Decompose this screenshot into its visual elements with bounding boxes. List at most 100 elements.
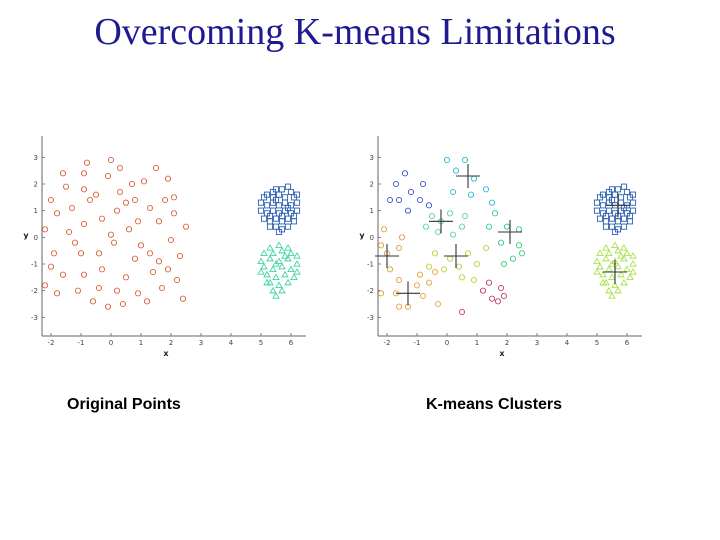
data-point [593,257,601,264]
data-point [608,260,616,267]
data-point [284,278,292,286]
data-point [620,244,628,251]
data-point [503,223,511,230]
data-point [269,249,277,256]
data-point [293,268,301,275]
x-tick-label: 0 [445,339,449,347]
data-point [593,199,601,206]
data-point [395,276,403,284]
data-point [605,249,613,256]
data-point [593,268,601,275]
data-point [629,199,637,206]
data-point [68,204,76,212]
data-point [593,207,601,214]
data-point [59,271,67,278]
data-point [404,207,412,214]
data-point [461,212,469,220]
data-point [77,250,85,257]
data-point [143,298,151,305]
x-tick-label: 3 [535,339,539,347]
data-point [137,242,145,249]
y-tick-label: -2 [31,287,38,295]
data-point [116,188,124,196]
data-point [287,188,295,196]
data-point [278,218,286,225]
x-tick-label: 4 [229,339,234,347]
data-point [608,292,616,299]
data-point [614,246,622,254]
data-point [596,249,604,256]
y-tick-label: -3 [31,314,38,322]
data-point [95,284,103,292]
data-point [134,218,142,225]
data-point [599,278,607,286]
data-point [605,286,613,294]
data-point [620,183,628,190]
data-point [266,223,274,230]
data-point [116,164,124,172]
data-point [602,223,610,230]
y-tick-label: 1 [370,207,374,215]
data-point [398,234,406,241]
data-point [146,204,154,212]
centroid-marker [498,220,522,244]
data-point [434,300,442,308]
data-point [98,266,106,273]
data-point [65,228,73,236]
data-point [617,199,625,206]
data-point [71,239,79,246]
data-point [386,266,394,273]
data-point [608,215,616,222]
data-point [257,257,265,264]
data-point [47,263,55,270]
data-point [620,278,628,286]
x-tick-label: 4 [565,339,570,347]
data-point [596,215,604,222]
x-axis-label: x [499,349,505,358]
data-point [80,220,88,228]
data-point [275,281,283,288]
data-point [122,199,130,206]
data-point [425,263,433,270]
data-point [407,188,415,196]
data-point [485,223,493,230]
data-point [275,191,283,198]
data-point [104,303,112,310]
original-points-caption: Original Points [67,396,181,413]
data-point [119,300,127,308]
data-point [134,290,142,297]
data-point [611,241,619,248]
data-point [473,260,481,268]
data-point [497,239,505,246]
y-tick-label: -1 [31,261,38,269]
data-point [428,212,436,220]
data-point [497,284,505,292]
data-point [446,255,454,262]
data-point [278,246,286,254]
data-point [629,252,637,259]
data-point [515,226,523,233]
kmeans-clusters-caption: K-means Clusters [426,396,563,413]
data-point [113,207,121,214]
data-point [605,188,613,196]
data-point [272,260,280,267]
data-point [275,228,283,236]
y-tick-label: 3 [370,154,374,162]
y-tick-label: -2 [367,287,374,295]
data-point [269,265,277,272]
data-point [596,194,604,201]
data-point [614,218,622,225]
data-point [95,250,103,257]
data-point [488,199,496,206]
data-point [74,287,82,294]
data-point [509,255,517,262]
data-point [293,207,301,214]
data-point [626,212,634,220]
data-point [266,244,274,251]
data-point [395,244,403,252]
data-point [269,286,277,294]
data-point [431,250,439,257]
centroid-marker [396,281,420,306]
data-point [284,223,292,230]
data-point [386,196,394,204]
